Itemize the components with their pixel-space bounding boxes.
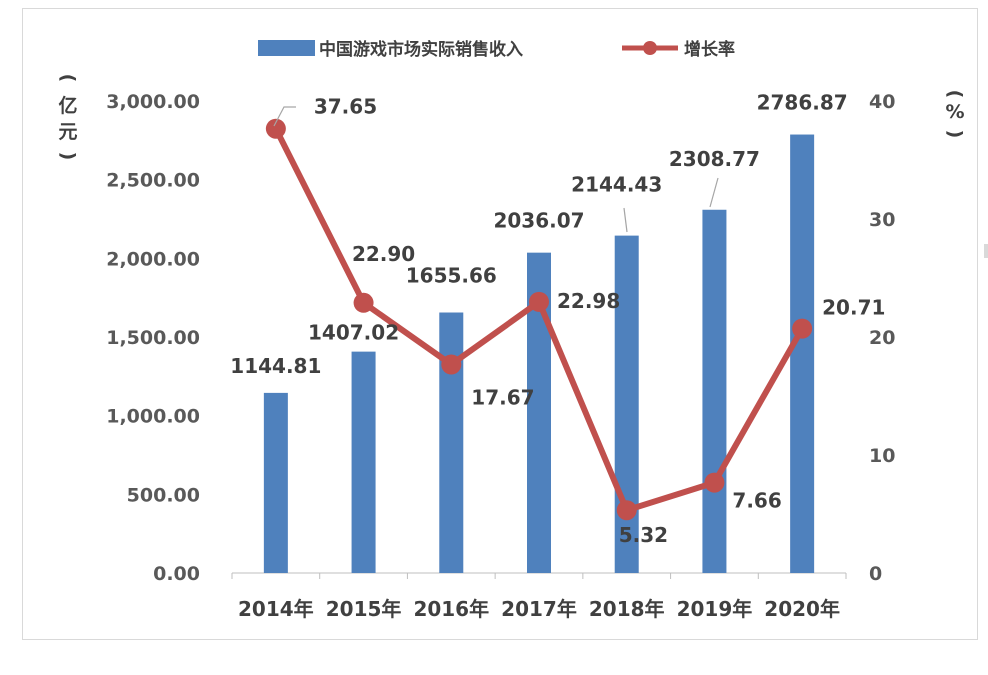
growth-value-label: 20.71 — [822, 296, 885, 320]
y-right-tick-label: 40 — [869, 91, 895, 113]
growth-value-label: 37.65 — [314, 95, 377, 119]
legend: 中国游戏市场实际销售收入 增长率 — [258, 39, 735, 60]
bar-value-label: 2144.43 — [571, 173, 662, 197]
left-unit-char: ( — [57, 74, 79, 83]
y-right-tick-label: 0 — [869, 563, 882, 585]
chart-frame — [22, 8, 978, 640]
x-tick-label: 2017年 — [501, 597, 577, 621]
left-axis-unit-label: ( 亿元) — [57, 74, 79, 161]
bar — [790, 134, 815, 573]
legend-bar-label: 中国游戏市场实际销售收入 — [319, 39, 523, 60]
x-tick-label: 2019年 — [677, 597, 753, 621]
legend-line-marker — [643, 41, 657, 55]
x-tick-label: 2015年 — [326, 597, 402, 621]
y-left-tick-label: 2,000.00 — [106, 248, 200, 270]
line-point — [704, 472, 725, 493]
legend-bar-swatch — [258, 40, 315, 56]
y-left-tick-label: 1,000.00 — [106, 406, 200, 428]
leader-line — [709, 177, 719, 208]
legend-line-label: 增长率 — [684, 39, 735, 60]
data-labels: 1144.81 1407.02 1655.66 2036.07 2144.43 2308.… — [230, 91, 885, 548]
growth-value-label: 17.67 — [471, 385, 534, 409]
right-axis-unit-label: (%) — [944, 90, 966, 139]
x-tick-label: 2018年 — [589, 597, 665, 621]
y-left-tick-label: 2,500.00 — [106, 170, 200, 192]
bar-value-label: 2786.87 — [757, 91, 848, 115]
y-left-tick-label: 0.00 — [153, 563, 200, 585]
growth-value-label: 7.66 — [732, 489, 781, 513]
y-right-tick-label: 20 — [869, 327, 895, 349]
growth-value-label: 5.32 — [619, 523, 668, 547]
y-right-tick-label: 10 — [869, 445, 895, 467]
bar — [263, 392, 288, 573]
bar-value-label: 1655.66 — [406, 264, 497, 288]
left-unit-char: ) — [57, 152, 79, 161]
line-point — [265, 118, 286, 139]
line-point — [529, 291, 549, 312]
line-point — [353, 292, 374, 313]
bar-value-label: 1407.02 — [308, 321, 399, 345]
axes: 2014年 2015年 2016年 2017年 2018年 2019年 2020年 0.00 5… — [106, 91, 895, 621]
y-left-tick-label: 3,000.00 — [106, 91, 200, 113]
bar — [702, 209, 727, 573]
left-unit-char: 亿 — [58, 94, 77, 117]
bar-value-label: 2036.07 — [493, 209, 584, 233]
x-tick-label: 2016年 — [413, 597, 489, 621]
bar — [439, 312, 464, 573]
y-left-tick-label: 1,500.00 — [106, 327, 200, 349]
line-point — [441, 354, 462, 375]
leader-line — [623, 207, 628, 233]
right-unit-char: ) — [944, 130, 966, 139]
right-unit-char: % — [945, 101, 964, 123]
line-point — [792, 318, 813, 339]
right-unit-char: ( — [944, 90, 966, 99]
x-tick-label: 2020年 — [764, 597, 840, 621]
growth-value-label: 22.98 — [557, 289, 620, 313]
y-right-tick-label: 30 — [869, 209, 895, 231]
bar-value-label: 2308.77 — [669, 147, 760, 171]
bar-value-label: 1144.81 — [230, 354, 321, 378]
scrollbar-stub — [984, 244, 988, 258]
left-unit-char: 元 — [58, 121, 77, 143]
leader-line — [273, 106, 296, 127]
line-series — [265, 118, 813, 521]
bar — [351, 351, 376, 573]
x-tick-label: 2014年 — [238, 597, 314, 621]
growth-value-label: 22.90 — [352, 242, 415, 266]
y-left-tick-label: 500.00 — [127, 484, 200, 506]
line-point — [616, 500, 637, 521]
